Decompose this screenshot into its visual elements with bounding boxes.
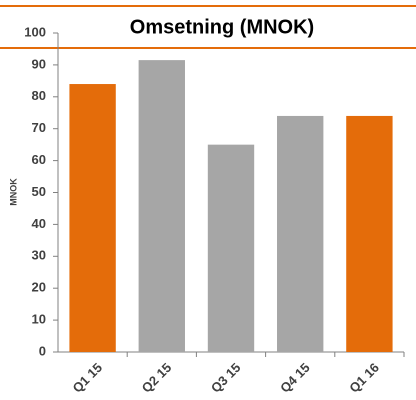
y-tick-label: 60 bbox=[32, 152, 46, 167]
bar bbox=[138, 60, 185, 353]
x-tick-label: Q2 15 bbox=[139, 360, 175, 396]
y-tick-label: 90 bbox=[32, 56, 46, 71]
x-tick-label: Q1 15 bbox=[69, 360, 105, 396]
y-tick-label: 50 bbox=[32, 184, 46, 199]
x-tick-label: Q3 15 bbox=[208, 360, 244, 396]
chart-title: Omsetning (MNOK) bbox=[130, 16, 314, 38]
y-tick-label: 40 bbox=[32, 216, 46, 231]
bar bbox=[346, 115, 393, 352]
x-tick-label: Q4 15 bbox=[277, 360, 313, 396]
y-tick-label: 70 bbox=[32, 120, 46, 135]
y-tick-label: 100 bbox=[24, 24, 46, 39]
y-tick-label: 10 bbox=[32, 312, 46, 327]
y-tick-label: 20 bbox=[32, 280, 46, 295]
bar bbox=[69, 84, 116, 352]
x-tick-label: Q1 16 bbox=[346, 360, 382, 396]
y-axis-label: MNOK bbox=[8, 178, 18, 206]
bar bbox=[277, 115, 324, 352]
y-tick-label: 30 bbox=[32, 248, 46, 263]
y-tick-label: 80 bbox=[32, 88, 46, 103]
bar bbox=[207, 144, 255, 352]
y-tick-label: 0 bbox=[39, 343, 46, 358]
